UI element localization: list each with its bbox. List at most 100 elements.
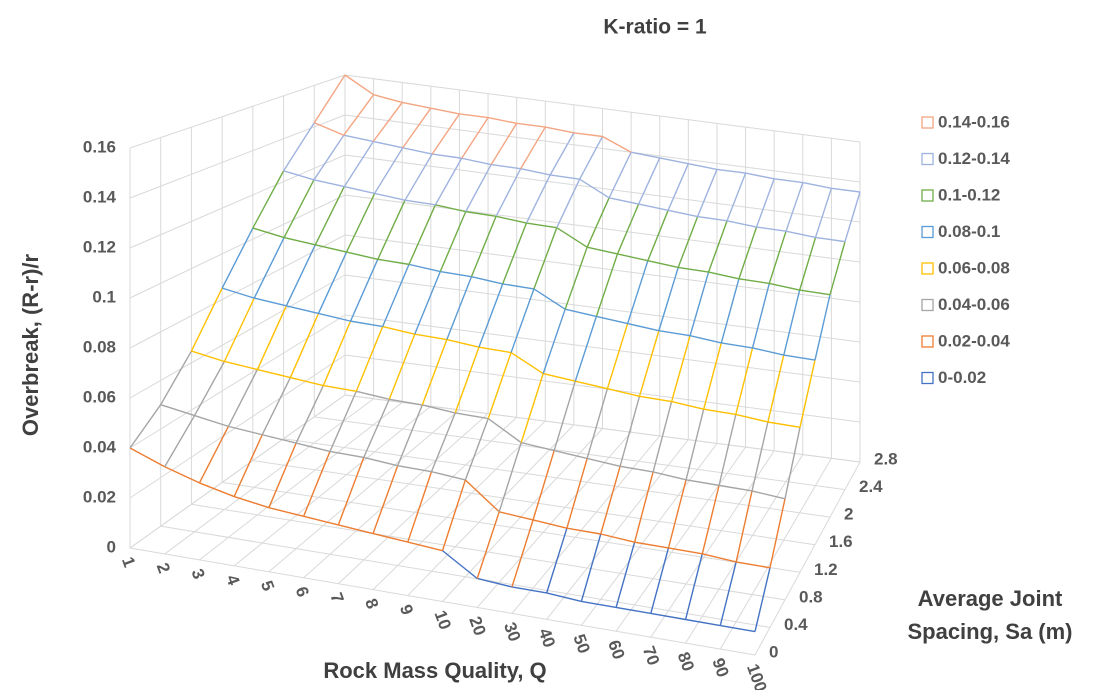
mesh-segment (565, 308, 597, 318)
mesh-segment (520, 126, 546, 170)
mesh-segment (533, 227, 558, 290)
mesh-segment (198, 426, 230, 484)
mesh-segment (702, 553, 737, 563)
mesh-segment (844, 191, 861, 242)
mesh-segment (532, 450, 555, 521)
floor-line (164, 398, 374, 555)
mesh-segment (317, 251, 348, 314)
mesh-segment (579, 178, 610, 199)
floor-line (442, 428, 603, 602)
mesh-segment (659, 157, 689, 165)
mesh-segment (471, 275, 503, 285)
floor-line (615, 446, 746, 632)
mesh-segment (372, 532, 408, 543)
mesh-segment (511, 519, 534, 588)
legend-label: 0.06-0.08 (938, 258, 1010, 277)
y-tick-label: 2 (844, 505, 853, 524)
mesh-segment (355, 326, 384, 392)
mesh-segment (671, 400, 704, 410)
y-tick-label: 2.8 (874, 449, 898, 468)
mesh-segment (564, 246, 588, 310)
grid-line (129, 274, 346, 399)
mesh-segment (160, 404, 195, 417)
x-tick-label: 100 (743, 661, 771, 690)
x-tick-label: 20 (465, 614, 489, 638)
mesh-segment (478, 346, 512, 354)
z-tick-label: 0.12 (83, 237, 116, 256)
mesh-segment (322, 320, 352, 386)
mesh-segment (430, 107, 460, 115)
mesh-segment (389, 398, 423, 406)
z-tick-label: 0.02 (83, 487, 116, 506)
mesh-segment (829, 241, 846, 295)
z-axis-label: Overbreak, (R-r)/r (18, 253, 43, 436)
mesh-segment (586, 457, 621, 467)
x-tick-label: 10 (431, 608, 455, 632)
mesh-segment (314, 186, 345, 246)
legend-swatch (921, 225, 934, 239)
mesh-segment (349, 259, 379, 322)
mesh-segment (431, 470, 466, 481)
mesh-segment (726, 220, 757, 228)
mesh-segment (752, 347, 784, 356)
mesh-segment (343, 141, 374, 187)
mesh-segment (374, 147, 404, 194)
mesh-segment (190, 287, 223, 352)
mesh-segment (470, 216, 497, 277)
mesh-segment (799, 359, 816, 428)
mesh-segment (372, 102, 403, 142)
y-axis-label: Average Joint (918, 586, 1063, 611)
floor-line (407, 424, 575, 596)
mesh-segment (785, 230, 816, 239)
mesh-segment (363, 456, 398, 467)
mesh-segment (580, 533, 602, 602)
mesh-segment (432, 153, 462, 159)
mesh-segment (697, 215, 728, 222)
mesh-segment (434, 157, 463, 206)
mesh-segment (520, 373, 544, 443)
mesh-segment (726, 172, 747, 222)
mesh-segment (802, 181, 832, 189)
mesh-segment (422, 404, 456, 414)
mesh-segment (397, 404, 423, 466)
mesh-segment (670, 335, 691, 402)
mesh-segment (402, 101, 431, 109)
mesh-segment (615, 606, 651, 615)
mesh-segment (446, 338, 480, 348)
mesh-segment (718, 414, 737, 486)
mesh-segment (199, 482, 235, 498)
mesh-segment (338, 524, 374, 535)
mesh-segment (408, 263, 441, 273)
mesh-segment (638, 330, 660, 397)
mesh-segment (566, 458, 588, 529)
mesh-segment (596, 315, 628, 325)
mesh-segment (736, 561, 771, 569)
mesh-segment (282, 122, 315, 172)
mesh-segment (755, 178, 775, 228)
mesh-segment (502, 283, 535, 290)
mesh-segment (721, 342, 753, 349)
mesh-segment (459, 113, 489, 119)
x-tick-label: 70 (639, 644, 663, 668)
mesh-segment (461, 117, 489, 159)
mesh-segment (689, 335, 722, 344)
mesh-segment (303, 515, 339, 526)
mesh-segment (768, 230, 787, 284)
floor-line (233, 405, 432, 567)
z-tick-label: 0 (107, 537, 116, 556)
mesh-segment (194, 414, 229, 428)
mesh-segment (708, 271, 740, 280)
floor-line (268, 409, 460, 573)
mesh-segment (511, 586, 547, 594)
legend-label: 0-0.02 (938, 368, 986, 387)
mesh-segment (608, 197, 639, 205)
mesh-segment (464, 479, 500, 513)
mesh-segment (490, 122, 518, 165)
z-tick-label: 0.06 (83, 387, 116, 406)
mesh-segment (454, 346, 480, 414)
mesh-segment (495, 168, 522, 217)
legend-label: 0.02-0.04 (938, 331, 1010, 350)
mesh-segment (602, 135, 632, 153)
mesh-segment (600, 466, 621, 535)
